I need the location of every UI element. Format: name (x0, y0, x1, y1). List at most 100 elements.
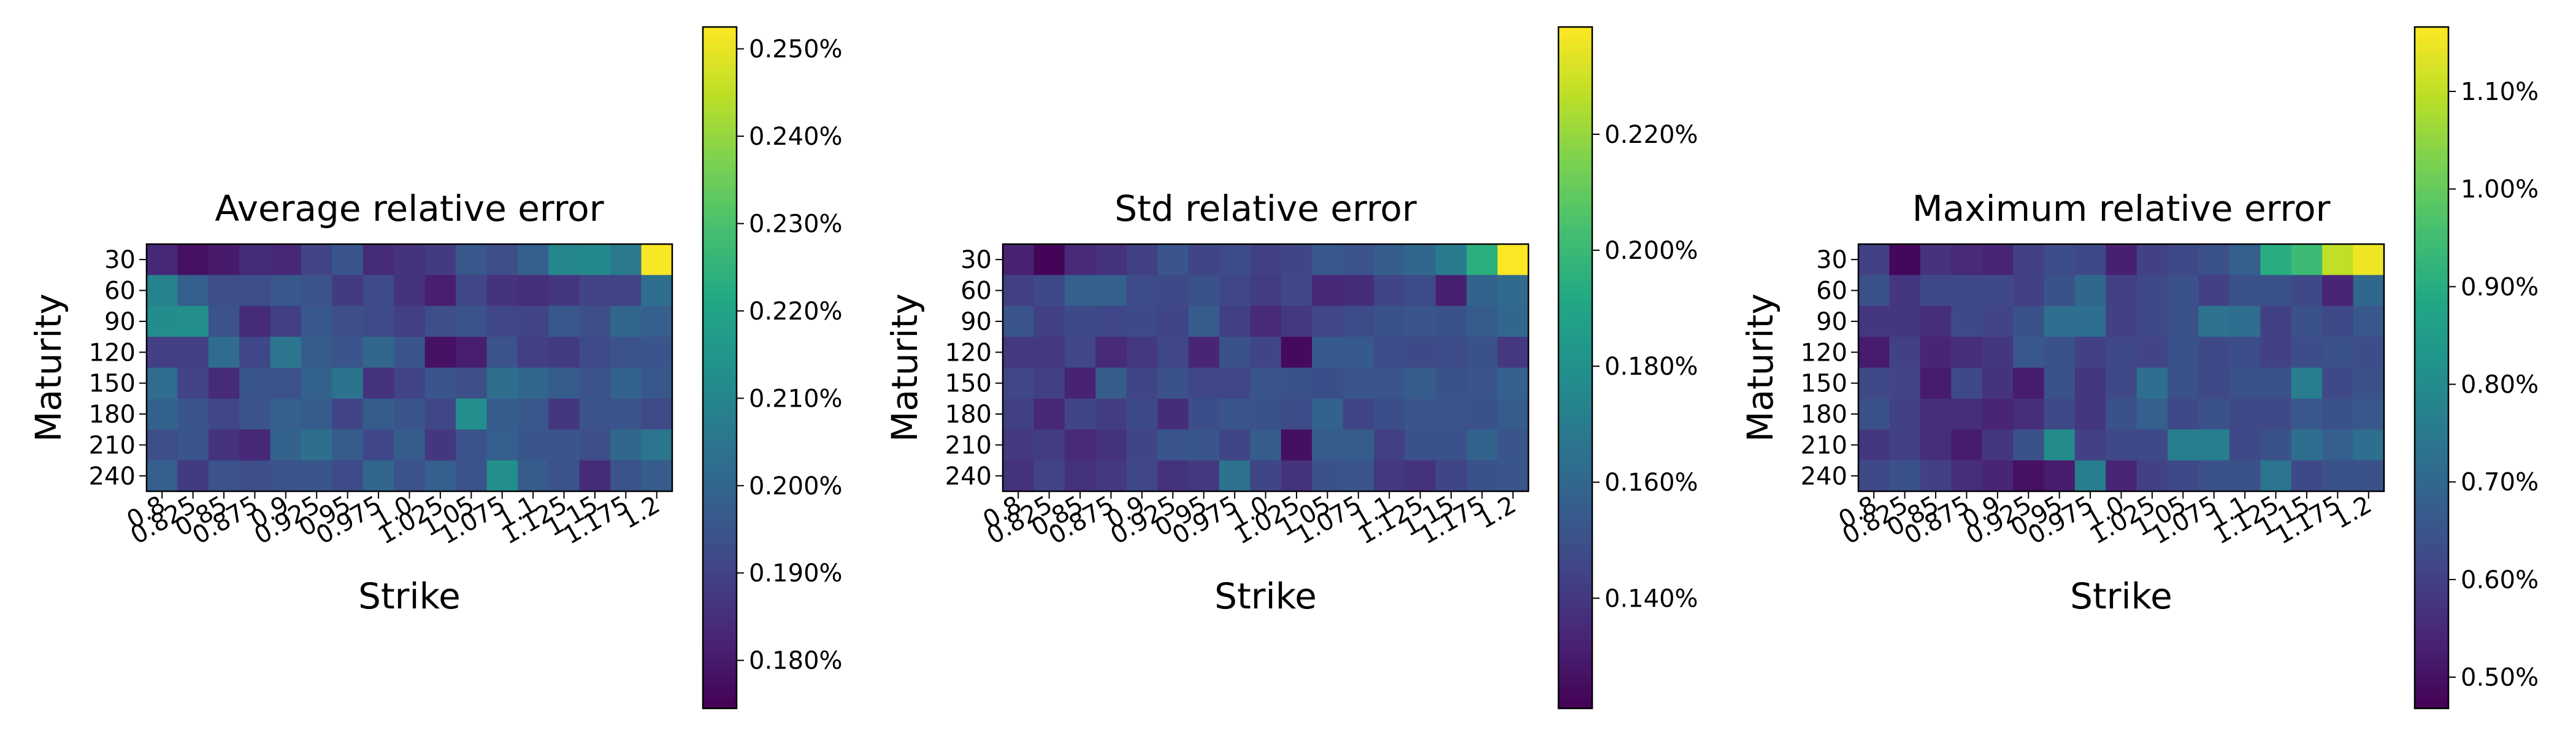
heatmap-cell (456, 460, 488, 492)
colorbar-segment (1558, 445, 1592, 449)
colorbar-segment (703, 603, 737, 607)
colorbar-segment (2415, 411, 2448, 415)
heatmap-cell (1064, 244, 1096, 275)
heatmap-cell (456, 244, 488, 275)
heatmap-cell (641, 305, 673, 337)
colorbar-segment (2415, 470, 2448, 473)
y-tick-label: 210 (1801, 431, 1847, 459)
colorbar-segment (2415, 408, 2448, 412)
heatmap-cell (2168, 460, 2199, 492)
colorbar-segment (1558, 61, 1592, 65)
heatmap-cell (2353, 275, 2385, 307)
heatmap-cell (394, 429, 426, 461)
heatmap-cell (332, 460, 364, 492)
colorbar-segment (703, 305, 737, 310)
heatmap-cell (517, 367, 549, 399)
colorbar-tick-label: 0.50% (2461, 664, 2539, 692)
colorbar-segment (703, 513, 737, 517)
colorbar-segment (1558, 213, 1592, 217)
colorbar-segment (2415, 197, 2448, 201)
heatmap-cell (2013, 275, 2045, 307)
colorbar-segment (2415, 544, 2448, 548)
colorbar-segment (1558, 234, 1592, 239)
colorbar-segment (703, 144, 737, 148)
colorbar-segment (1558, 188, 1592, 192)
colorbar-segment (1558, 225, 1592, 229)
colorbar-segment (2415, 624, 2448, 629)
colorbar-segment (1558, 216, 1592, 220)
colorbar-segment (703, 389, 737, 393)
colorbar-segment (1558, 203, 1592, 207)
colorbar-segment (1558, 98, 1592, 102)
heatmap-cell (239, 398, 271, 430)
heatmap-cell (1405, 275, 1436, 307)
colorbar-segment (703, 343, 737, 347)
heatmap-cell (2136, 367, 2168, 399)
colorbar-segment (703, 656, 737, 659)
colorbar-segment (2415, 510, 2448, 514)
colorbar-segment (703, 315, 737, 319)
colorbar-segment (2415, 135, 2448, 139)
colorbar-segment (2415, 699, 2448, 703)
colorbar-segment (2415, 52, 2448, 56)
colorbar-segment (703, 330, 737, 334)
colorbar-segment (703, 42, 737, 47)
heatmap-cell (641, 460, 673, 492)
colorbar-segment (703, 562, 737, 567)
colorbar-segment (703, 327, 737, 331)
heatmap-cell (1126, 275, 1158, 307)
colorbar-segment (703, 705, 737, 709)
colorbar-segment (1558, 553, 1592, 558)
y-tick-label: 60 (1816, 277, 1847, 305)
y-axis-label: Maturity (28, 293, 69, 442)
heatmap-cell (2136, 275, 2168, 307)
heatmap-cell (1064, 398, 1096, 430)
colorbar-segment (1558, 312, 1592, 316)
heatmap-cell (1064, 337, 1096, 369)
colorbar-segment (2415, 692, 2448, 697)
heatmap-cell (1466, 305, 1498, 337)
heatmap-cell (2353, 337, 2385, 369)
colorbar-segment (2415, 417, 2448, 421)
heatmap-cell (548, 398, 580, 430)
colorbar-segment (703, 689, 737, 694)
colorbar-segment (1558, 692, 1592, 697)
colorbar-segment (1558, 101, 1592, 105)
heatmap-cell (1405, 305, 1436, 337)
colorbar-segment (703, 135, 737, 139)
heatmap-cell (1435, 367, 1467, 399)
colorbar-segment (2415, 138, 2448, 142)
colorbar-segment (1558, 154, 1592, 158)
heatmap-cell (147, 337, 178, 369)
colorbar-segment (1558, 414, 1592, 418)
heatmap-cell (2291, 244, 2323, 275)
heatmap-cell (1250, 429, 1282, 461)
colorbar-segment (703, 48, 737, 53)
colorbar-segment (1558, 646, 1592, 650)
heatmap-cell (1982, 398, 2014, 430)
colorbar-segment (1558, 569, 1592, 573)
colorbar-tick-label: 0.180% (749, 647, 843, 675)
colorbar-tick-label: 0.210% (749, 385, 843, 413)
colorbar-segment (2415, 290, 2448, 294)
colorbar-segment (2415, 618, 2448, 623)
colorbar-segment (2415, 355, 2448, 359)
colorbar-segment (703, 624, 737, 629)
colorbar-segment (703, 395, 737, 399)
heatmap-cell (1281, 429, 1313, 461)
heatmap-cell (2106, 367, 2137, 399)
x-axis-label: Strike (1214, 575, 1317, 617)
colorbar-segment (703, 182, 737, 186)
colorbar-segment (1558, 70, 1592, 74)
colorbar-tick-label: 0.160% (1604, 469, 1698, 497)
y-axis-label: Maturity (1739, 293, 1781, 442)
colorbar-segment (2415, 327, 2448, 331)
colorbar-segment (703, 578, 737, 582)
heatmap-cell (270, 429, 302, 461)
colorbar-segment (2415, 656, 2448, 659)
colorbar-segment (2415, 45, 2448, 50)
heatmap-cell (1951, 367, 1983, 399)
heatmap-cell (1951, 275, 1983, 307)
colorbar-segment (2415, 157, 2448, 161)
colorbar-segment (703, 355, 737, 359)
